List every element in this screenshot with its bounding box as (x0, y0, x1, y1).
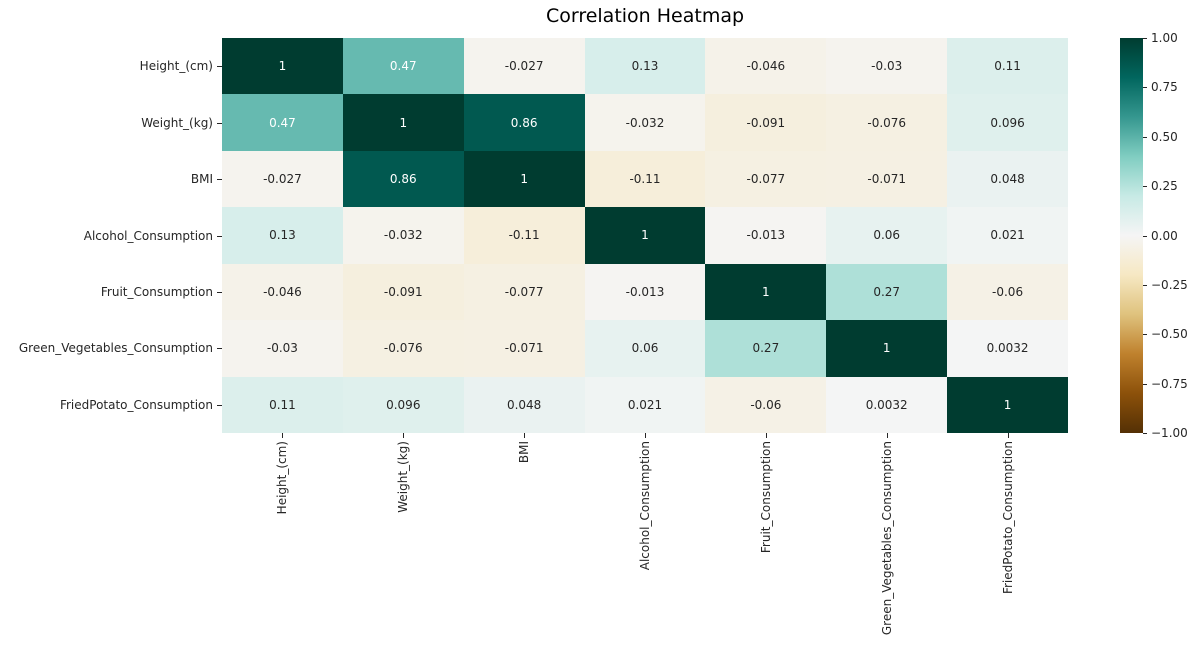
heatmap-cell: -0.027 (222, 150, 343, 208)
heatmap-cell: -0.091 (342, 263, 464, 321)
colorbar-tick-label: −1.00 (1151, 426, 1188, 440)
colorbar-gradient (1120, 38, 1143, 433)
heatmap-cell: -0.091 (705, 94, 827, 151)
heatmap-cell: -0.06 (947, 263, 1068, 321)
x-tick-mark (282, 433, 284, 438)
heatmap-cell: -0.032 (342, 207, 464, 264)
colorbar-tick-mark (1143, 433, 1147, 434)
heatmap-cell: 1 (826, 320, 948, 377)
y-tick-mark (217, 179, 222, 181)
heatmap-cell: 0.13 (222, 207, 343, 264)
heatmap-cell: 0.47 (222, 94, 343, 151)
heatmap-cell: -0.071 (826, 150, 948, 208)
heatmap-cell: -0.11 (463, 207, 585, 264)
heatmap-cell: -0.03 (222, 320, 343, 377)
colorbar-tick-mark (1143, 136, 1147, 138)
x-tick-mark (765, 433, 767, 438)
y-tick-label: Weight_(kg) (141, 115, 213, 130)
chart-title: Correlation Heatmap (545, 5, 745, 27)
heatmap-cell: 1 (947, 376, 1068, 433)
x-tick-label: Height_(cm) (275, 441, 290, 515)
x-tick-label: Fruit_Consumption (758, 441, 773, 554)
x-tick-mark (524, 433, 526, 438)
heatmap-cell: -0.071 (463, 320, 585, 377)
colorbar-tick-label: 0.00 (1151, 228, 1178, 243)
y-tick-label: FriedPotato_Consumption (59, 397, 213, 412)
x-tick-mark (403, 433, 405, 438)
y-tick-mark (217, 235, 222, 237)
colorbar-tick-mark (1143, 284, 1147, 286)
heatmap-cell: -0.077 (705, 150, 827, 208)
heatmap-cell: 0.27 (705, 320, 827, 377)
x-tick-mark (645, 433, 646, 438)
y-tick-mark (217, 404, 222, 406)
colorbar-tick-mark (1143, 383, 1147, 385)
colorbar-tick-label: −0.25 (1151, 277, 1188, 292)
heatmap-cell: -0.013 (584, 263, 706, 321)
heatmap-cell: -0.076 (826, 94, 948, 151)
x-tick-label: Alcohol_Consumption (638, 441, 652, 571)
heatmap-cell: 0.47 (342, 38, 464, 95)
heatmap-cell: 0.11 (222, 376, 343, 433)
colorbar-tick-label: 0.75 (1151, 80, 1178, 95)
heatmap-cell: 1 (222, 38, 343, 95)
heatmap-cell: 1 (705, 263, 827, 321)
heatmap-cell: 0.096 (342, 376, 464, 433)
heatmap-cell: -0.077 (463, 263, 585, 321)
heatmap-cell: -0.03 (826, 38, 948, 95)
colorbar-tick-label: −0.50 (1151, 327, 1188, 342)
x-tick-label: FriedPotato_Consumption (1000, 441, 1015, 595)
y-tick-label: Fruit_Consumption (100, 284, 213, 299)
heatmap-grid: 1 0.47 -0.027 0.13 -0.046 -0.03 0.11 0.47 1 0.86-… (222, 38, 1068, 433)
heatmap-cell: 0.021 (947, 207, 1068, 264)
heatmap-cell: 0.048 (947, 150, 1068, 208)
heatmap-cell: -0.032 (584, 94, 706, 151)
colorbar-tick-mark (1143, 186, 1147, 188)
heatmap-cell: 0.86 (463, 94, 585, 151)
heatmap-cell: 0.0032 (947, 320, 1068, 377)
y-tick-label: Alcohol_Consumption (83, 228, 213, 243)
heatmap-cell: 0.096 (947, 94, 1068, 151)
heatmap-cell: 1 (584, 207, 706, 264)
heatmap-cell: 0.06 (826, 207, 948, 264)
heatmap-cell: -0.11 (584, 150, 706, 208)
y-tick-mark (217, 348, 222, 350)
y-tick-label: Green_Vegetables_Consumption (18, 341, 213, 356)
heatmap-cell: 0.021 (584, 376, 706, 433)
colorbar-tick-label: 1.00 (1151, 31, 1178, 45)
heatmap-cell: -0.06 (705, 376, 827, 433)
heatmap-cell: -0.046 (705, 38, 827, 95)
y-tick-label: Height_(cm) (139, 59, 213, 74)
heatmap-cell: 0.048 (463, 376, 585, 433)
y-tick-mark (217, 66, 222, 68)
colorbar-tick-mark (1143, 87, 1147, 89)
colorbar-tick-mark (1143, 235, 1147, 237)
heatmap-cell: 1 (463, 150, 585, 208)
heatmap-cell: 0.13 (584, 38, 706, 95)
heatmap-cell: -0.076 (342, 320, 464, 377)
heatmap-cell: 0.27 (826, 263, 948, 321)
x-tick-label: Green_Vegetables_Consumption (879, 441, 894, 636)
x-tick-label: BMI (517, 441, 532, 464)
heatmap-cell: 0.06 (584, 320, 706, 377)
colorbar-tick-label: −0.75 (1151, 376, 1188, 391)
heatmap-cell: 0.0032 (826, 376, 948, 433)
colorbar-tick-label: 0.50 (1151, 129, 1178, 144)
heatmap-cell: -0.046 (222, 263, 343, 321)
y-tick-mark (217, 122, 222, 124)
x-tick-mark (1007, 433, 1009, 438)
heatmap-cell: 1 (342, 94, 464, 151)
colorbar-tick-mark (1143, 38, 1147, 39)
x-tick-mark (886, 433, 888, 438)
y-tick-mark (217, 291, 222, 293)
heatmap-cell: -0.027 (463, 38, 585, 95)
colorbar-tick-label: 0.25 (1151, 179, 1178, 194)
y-tick-label: BMI (190, 172, 213, 187)
x-tick-label: Weight_(kg) (396, 441, 411, 513)
colorbar-tick-mark (1143, 334, 1147, 336)
heatmap-cell: 0.86 (342, 150, 464, 208)
heatmap-cell: 0.11 (947, 38, 1068, 95)
heatmap-cell: -0.013 (705, 207, 827, 264)
